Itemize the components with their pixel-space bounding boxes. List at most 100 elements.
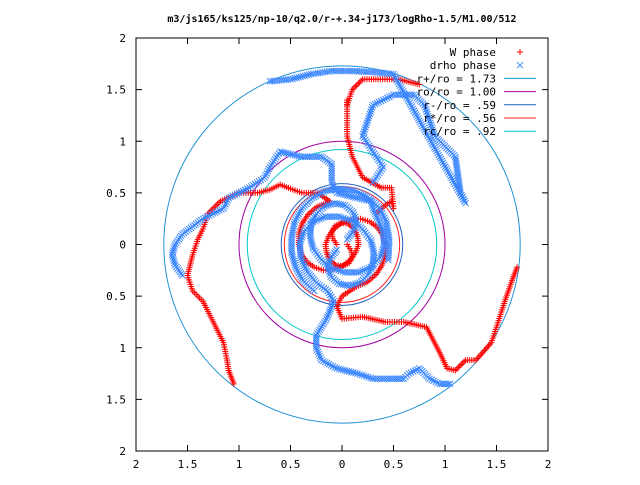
data-point [300,262,308,269]
data-point [314,348,322,356]
data-point [328,301,336,309]
legend-item: r-/ro = .59 [423,99,536,112]
data-point [308,239,315,246]
data-point [347,368,355,376]
legend-label: W phase [450,46,496,59]
data-point [449,176,457,184]
y-tick-label: 2 [119,32,126,45]
data-point [366,267,374,275]
data-point [212,202,219,209]
data-point [377,221,384,229]
data-point [396,82,404,90]
reference-circle-2 [280,183,404,306]
data-point [292,216,300,224]
data-point [291,74,298,82]
data-point [386,93,393,101]
data-point [299,72,307,80]
data-point [308,241,316,248]
data-point [313,346,321,354]
data-point [367,108,375,116]
data-point [350,211,358,219]
data-point [216,207,223,214]
data-point [413,113,421,120]
data-point [359,130,367,138]
data-point [326,256,334,264]
data-point [375,98,383,106]
data-point [407,101,415,109]
data-point [305,71,313,79]
data-point [379,246,387,254]
chart-title: m3/js165/ks125/np-10/q2.0/r-+.34-j173/lo… [167,13,516,25]
data-point [358,190,366,198]
data-point [295,152,303,160]
data-point [428,123,436,131]
data-point [353,82,360,89]
data-point [355,80,362,87]
data-point [447,172,454,180]
data-point [169,255,177,263]
data-point [376,254,384,262]
data-point [316,190,324,198]
data-point [458,361,465,368]
data-point [349,281,357,288]
data-point [354,194,361,202]
data-point [266,163,274,171]
data-point [383,94,391,102]
data-point [358,77,365,84]
data-point [355,269,362,276]
x-tick-label: 1.5 [178,458,198,471]
data-point [345,368,353,375]
data-point [328,303,335,311]
data-point [331,199,339,207]
data-point [337,267,344,275]
data-point [403,93,410,101]
data-point [423,108,430,116]
data-point [414,115,422,122]
data-point [364,193,372,201]
data-point [391,72,398,80]
data-point [292,263,300,271]
data-point [477,352,484,359]
data-point [378,210,386,217]
data-point [299,231,306,239]
data-point [378,250,385,258]
data-point [368,241,376,248]
data-point [409,368,417,375]
data-point [332,266,340,273]
data-point [369,243,376,250]
data-point [394,78,402,86]
data-point [435,151,443,159]
data-point [239,187,247,195]
data-point [324,187,331,194]
data-point [288,249,295,257]
data-point [427,138,435,145]
data-point [324,263,331,271]
data-point [350,85,357,92]
data-point [382,218,390,226]
data-point [434,379,442,387]
data-point [426,375,433,383]
data-point [439,159,447,167]
data-point [478,350,485,357]
data-point [404,95,411,103]
data-point [295,210,303,218]
data-point [378,223,385,231]
data-point [291,261,299,269]
data-point [426,117,433,124]
data-point [426,119,434,127]
legend-item: drho phase [430,59,524,72]
data-point [395,80,403,88]
y-tick-label: 2 [119,445,126,458]
data-point [368,239,375,246]
data-point [331,364,339,371]
x-tick-label: 0.5 [384,458,404,471]
data-point [300,227,308,235]
data-point [327,254,335,262]
data-point [225,194,233,202]
data-point [321,358,329,366]
data-point [368,263,376,271]
data-point [365,270,373,277]
data-point [294,212,302,220]
